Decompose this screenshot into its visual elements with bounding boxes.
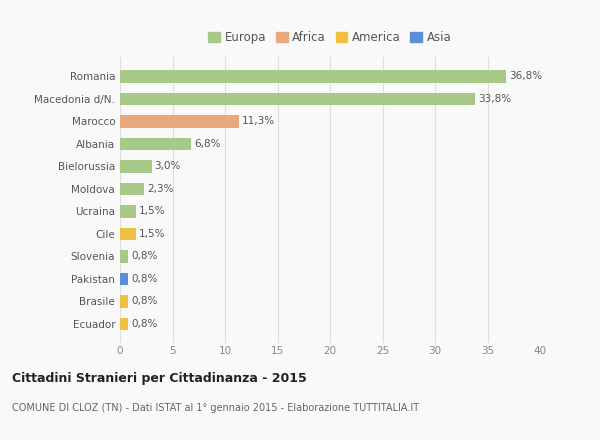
Text: 2,3%: 2,3%	[148, 184, 174, 194]
Bar	[120, 138, 191, 150]
Text: 11,3%: 11,3%	[242, 117, 275, 126]
Text: 1,5%: 1,5%	[139, 229, 166, 239]
Bar	[120, 115, 239, 128]
Text: Cittadini Stranieri per Cittadinanza - 2015: Cittadini Stranieri per Cittadinanza - 2…	[12, 372, 307, 385]
Text: 0,8%: 0,8%	[131, 319, 158, 329]
Bar	[120, 273, 128, 285]
Bar	[120, 318, 128, 330]
Text: 1,5%: 1,5%	[139, 206, 166, 216]
Bar	[120, 205, 136, 218]
Text: 6,8%: 6,8%	[194, 139, 221, 149]
Text: 3,0%: 3,0%	[155, 161, 181, 172]
Text: 36,8%: 36,8%	[509, 71, 542, 81]
Text: 33,8%: 33,8%	[478, 94, 511, 104]
Bar	[120, 160, 151, 172]
Text: 0,8%: 0,8%	[131, 297, 158, 307]
Bar	[120, 93, 475, 105]
Legend: Europa, Africa, America, Asia: Europa, Africa, America, Asia	[206, 29, 454, 47]
Text: 0,8%: 0,8%	[131, 274, 158, 284]
Text: COMUNE DI CLOZ (TN) - Dati ISTAT al 1° gennaio 2015 - Elaborazione TUTTITALIA.IT: COMUNE DI CLOZ (TN) - Dati ISTAT al 1° g…	[12, 403, 419, 413]
Bar	[120, 228, 136, 240]
Bar	[120, 183, 144, 195]
Bar	[120, 295, 128, 308]
Bar	[120, 250, 128, 263]
Bar	[120, 70, 506, 83]
Text: 0,8%: 0,8%	[131, 252, 158, 261]
